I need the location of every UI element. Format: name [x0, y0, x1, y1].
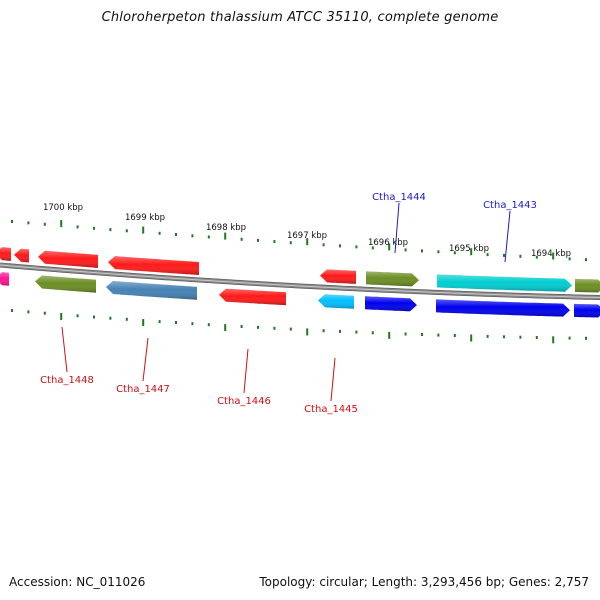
gene-label-leader: [142, 337, 149, 382]
gene-arrow-ctha_1446: [219, 288, 286, 306]
scale-label: 1700 kbp: [43, 203, 83, 213]
gene-label-leader: [61, 326, 68, 373]
genome-stats-text: Topology: circular; Length: 3,293,456 bp…: [259, 575, 589, 589]
scale-label: 1696 kbp: [368, 238, 408, 248]
scale-labels: 1700 kbp 1699 kbp 1698 kbp 1697 kbp 1696 kbp…: [43, 203, 571, 259]
gene-arrow: [365, 296, 417, 312]
gene-arrow: [0, 247, 11, 261]
gene-arrow: [436, 299, 570, 317]
scale-label: 1699 kbp: [125, 213, 165, 223]
gene-label-leader: [243, 348, 249, 394]
gene-labels: Ctha_1448 Ctha_1447 Ctha_1446 Ctha_1445 Ctha…: [40, 192, 537, 415]
scale-label: 1697 kbp: [287, 231, 327, 241]
scale-ticks-inner: [11, 309, 587, 344]
gene-features: [0, 247, 600, 318]
genome-backbone: [0, 262, 600, 301]
gene-arrow: [38, 250, 98, 268]
gene-arrow-ctha_1444: [366, 271, 419, 287]
gene-arrow: [0, 272, 9, 286]
gene-arrow: [14, 248, 29, 263]
scale-ticks-outer: [11, 220, 587, 262]
gene-arrow-ctha_1445: [318, 294, 354, 309]
genome-title: Chloroherpeton thalassium ATCC 35110, co…: [101, 10, 499, 25]
scale-label: 1694 kbp: [531, 249, 571, 259]
gene-label-leader: [330, 357, 336, 402]
gene-label-leader: [504, 210, 511, 263]
gene-arrow-ctha_1447: [106, 281, 197, 300]
gene-arrow: [574, 303, 600, 318]
gene-label: Ctha_1446: [217, 396, 271, 407]
scale-label: 1695 kbp: [449, 244, 489, 254]
gene-label: Ctha_1445: [304, 404, 358, 415]
accession-text: Accession: NC_011026: [9, 575, 146, 589]
gene-label: Ctha_1443: [483, 200, 537, 211]
gene-label: Ctha_1447: [116, 384, 170, 395]
gene-arrow: [320, 269, 356, 284]
backbone-highlight: [0, 264, 600, 299]
gene-arrow: [575, 278, 600, 293]
gene-label: Ctha_1448: [40, 375, 94, 386]
scale-label: 1698 kbp: [206, 223, 246, 233]
gene-arrow-ctha_1448: [35, 275, 96, 293]
gene-label-leader: [394, 202, 400, 254]
gene-arrow-ctha_1443: [437, 274, 572, 292]
gene-arrow: [108, 256, 199, 275]
gene-label: Ctha_1444: [372, 192, 426, 203]
